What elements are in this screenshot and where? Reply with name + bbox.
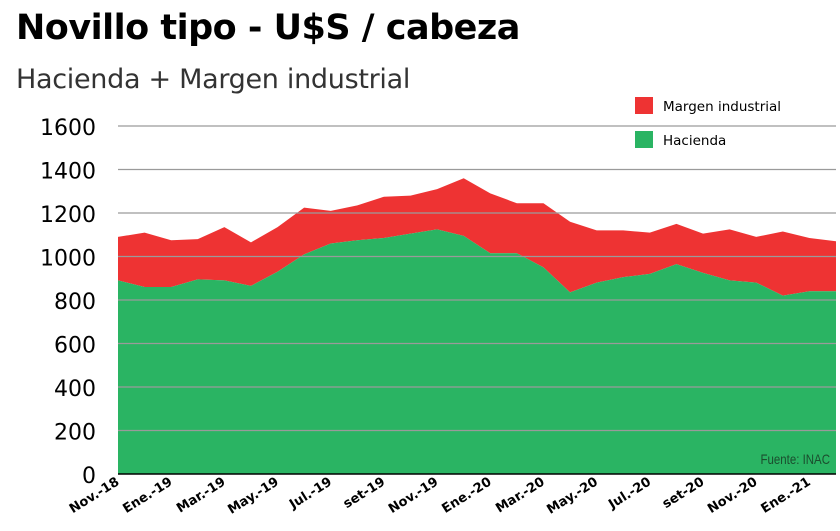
legend: Margen industrial Hacienda [635, 97, 781, 149]
y-tick-label: 400 [54, 377, 96, 402]
x-tick-label: Ene.-20 [439, 475, 494, 517]
legend-label-hacienda: Hacienda [663, 133, 726, 149]
y-tick-label: 1400 [40, 160, 96, 185]
y-tick-label: 1200 [40, 203, 96, 228]
series-area-hacienda [118, 229, 836, 474]
x-tick-label: Ene.-21 [759, 475, 814, 517]
legend-swatch-hacienda [635, 131, 653, 148]
legend-swatch-margen [635, 97, 653, 114]
gridlines [118, 125, 836, 475]
y-tick-label: 1600 [40, 116, 96, 141]
x-tick-label: Nov.-19 [386, 475, 441, 517]
x-tick-label: Jul.-20 [605, 475, 654, 513]
y-tick-label: 600 [54, 334, 96, 359]
y-tick-label: 800 [54, 290, 96, 315]
y-axis: 0 200 400 600 800 1000 1200 1400 1600 [40, 116, 96, 489]
x-tick-label: Nov.-20 [705, 475, 760, 517]
source-note: Fuente: INAC [760, 451, 830, 467]
x-tick-label: May.-20 [544, 475, 600, 518]
legend-label-margen: Margen industrial [663, 99, 781, 115]
series-area-margen-industrial [118, 178, 836, 296]
y-tick-label: 200 [54, 421, 96, 446]
x-tick-label: set-19 [341, 475, 388, 512]
x-tick-label: set-20 [660, 475, 707, 512]
x-tick-label: Jul.-19 [286, 475, 335, 513]
y-tick-label: 0 [82, 464, 96, 489]
x-tick-label: May.-19 [225, 475, 281, 518]
x-tick-label: Ene.-19 [120, 475, 175, 517]
chart-title: Novillo tipo - U$S / cabeza [16, 8, 520, 48]
x-tick-label: Mar.-19 [174, 475, 228, 517]
y-tick-label: 1000 [40, 247, 96, 272]
area-layer [118, 178, 836, 474]
x-tick-label: Mar.-20 [493, 475, 547, 517]
chart-subtitle: Hacienda + Margen industrial [16, 64, 411, 95]
